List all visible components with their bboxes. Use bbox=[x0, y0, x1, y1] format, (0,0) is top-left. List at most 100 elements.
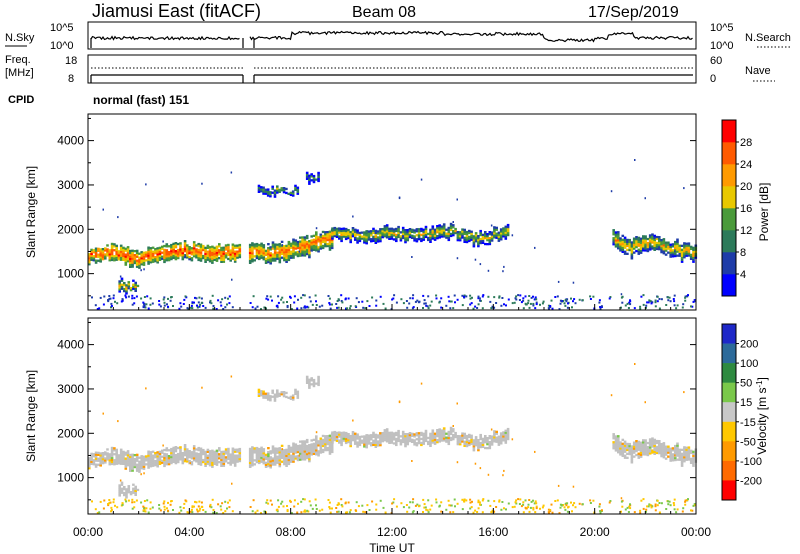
velocity-cell bbox=[269, 450, 272, 453]
velocity-cell bbox=[238, 459, 242, 463]
velocity-cell bbox=[110, 506, 113, 509]
velocity-cell bbox=[632, 441, 636, 444]
velocity-cell bbox=[118, 492, 121, 495]
power-cell bbox=[639, 249, 643, 252]
power-cell bbox=[527, 302, 530, 305]
power-cell bbox=[218, 253, 221, 256]
velocity-cell bbox=[188, 460, 191, 463]
power-cell bbox=[469, 303, 472, 306]
velocity-cell bbox=[119, 462, 123, 465]
velocity-cell bbox=[404, 445, 407, 448]
velocity-cell bbox=[303, 444, 307, 447]
power-cell bbox=[522, 297, 525, 300]
velocity-cell bbox=[321, 434, 325, 438]
power-cell bbox=[151, 258, 155, 261]
velocity-cell bbox=[477, 499, 480, 502]
power-cell bbox=[684, 299, 687, 302]
power-cell bbox=[321, 244, 325, 248]
velocity-cell bbox=[149, 501, 152, 504]
power-cell bbox=[658, 244, 661, 247]
velocity-cell bbox=[206, 462, 210, 465]
velocity-cell bbox=[310, 447, 313, 450]
power-cell bbox=[612, 241, 615, 244]
velocity-cell bbox=[519, 498, 522, 501]
power-cell bbox=[174, 244, 178, 247]
velocity-cell bbox=[276, 510, 279, 513]
power-cell bbox=[406, 235, 409, 238]
power-cell bbox=[472, 237, 476, 240]
power-cell bbox=[632, 243, 636, 246]
velocity-cell bbox=[630, 447, 634, 450]
velocity-cell bbox=[170, 447, 173, 451]
velocity-cell bbox=[375, 508, 378, 511]
power-cell bbox=[91, 296, 93, 299]
power-cell bbox=[468, 235, 471, 239]
power-cell bbox=[172, 256, 175, 259]
velocity-cell bbox=[365, 446, 368, 449]
velocity-cell bbox=[104, 451, 107, 454]
power-cell bbox=[486, 233, 489, 236]
velocity-cell bbox=[218, 461, 221, 464]
velocity-cell bbox=[278, 451, 282, 454]
power-cell bbox=[617, 243, 620, 246]
velocity-cell bbox=[179, 452, 182, 455]
velocity-cell bbox=[372, 433, 375, 436]
velocity-cell bbox=[304, 510, 307, 513]
velocity-cell bbox=[527, 503, 530, 506]
power-cell bbox=[347, 231, 350, 234]
velocity-cell bbox=[406, 439, 409, 442]
velocity-cell bbox=[289, 499, 291, 502]
velocity-cell bbox=[612, 433, 615, 436]
velocity-cell bbox=[627, 511, 630, 513]
velocity-cell bbox=[257, 390, 261, 393]
power-cell bbox=[151, 252, 155, 255]
velocity-cell bbox=[289, 446, 293, 449]
power-cell bbox=[197, 250, 200, 254]
velocity-cell bbox=[422, 442, 425, 445]
velocity-cell bbox=[427, 440, 430, 444]
velocity-cell bbox=[156, 451, 159, 454]
power-cell bbox=[135, 261, 139, 264]
power-cell bbox=[158, 254, 162, 257]
power-cell bbox=[476, 307, 479, 309]
velocity-cell bbox=[115, 458, 118, 461]
power-cell bbox=[691, 305, 694, 308]
power-cell bbox=[331, 237, 334, 240]
velocity-cell bbox=[213, 456, 216, 459]
velocity-cell bbox=[258, 447, 261, 451]
velocity-cell bbox=[635, 449, 638, 453]
power-cell bbox=[397, 235, 400, 239]
power-cell bbox=[395, 239, 398, 243]
velocity-cell bbox=[511, 506, 514, 509]
velocity-cell bbox=[163, 448, 166, 452]
velocity-cell bbox=[312, 382, 316, 386]
power-cell bbox=[642, 237, 645, 240]
velocity-cell bbox=[639, 451, 643, 454]
velocity-cell bbox=[154, 456, 157, 459]
power-cell bbox=[340, 233, 343, 237]
power-cell bbox=[340, 231, 343, 235]
power-cell bbox=[648, 246, 652, 249]
power-cell bbox=[340, 229, 343, 233]
velocity-cell bbox=[499, 432, 503, 435]
power-cell bbox=[142, 261, 146, 264]
power-cell bbox=[211, 257, 214, 260]
velocity-cell bbox=[208, 450, 212, 453]
power-cell bbox=[97, 259, 100, 262]
velocity-cell bbox=[319, 443, 323, 446]
velocity-cell bbox=[236, 454, 239, 457]
power-cell bbox=[653, 238, 656, 241]
velocity-cell bbox=[321, 448, 325, 452]
power-cell bbox=[465, 234, 469, 238]
velocity-cell bbox=[222, 454, 226, 457]
power-cell bbox=[664, 247, 668, 250]
power-cell bbox=[412, 306, 415, 309]
velocity-colorbar-swatch bbox=[722, 402, 736, 423]
power-cell bbox=[269, 256, 272, 259]
velocity-cell bbox=[253, 459, 256, 462]
velocity-cell bbox=[305, 438, 309, 442]
velocity-cell bbox=[178, 511, 181, 514]
power-cell bbox=[282, 191, 286, 194]
velocity-cell bbox=[454, 435, 457, 439]
power-cell bbox=[285, 252, 288, 255]
